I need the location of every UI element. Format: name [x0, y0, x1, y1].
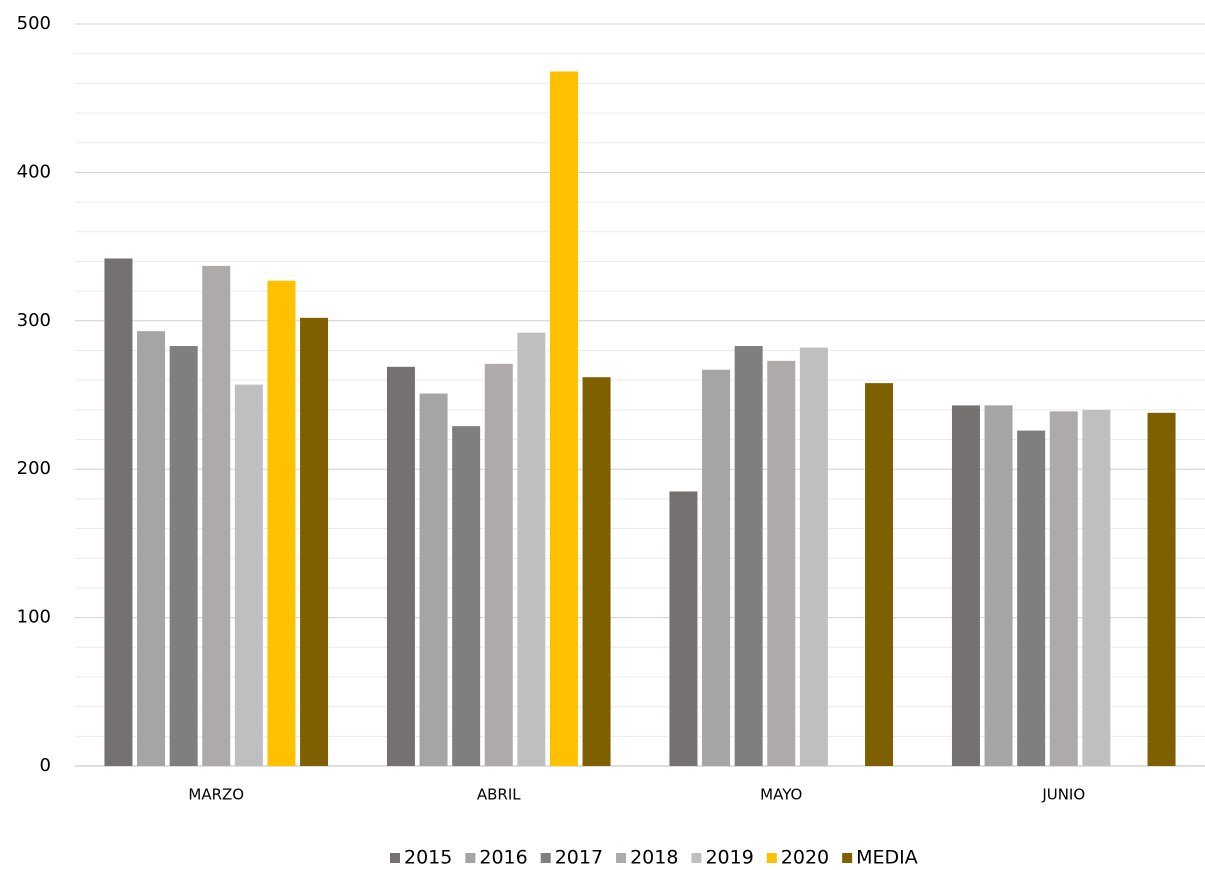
legend-swatch	[842, 853, 853, 863]
bar	[234, 384, 263, 766]
legend-label: 2019	[705, 847, 753, 869]
bar	[202, 265, 231, 766]
bar	[1147, 412, 1176, 766]
bar	[137, 331, 166, 766]
y-tick-label: 0	[40, 755, 51, 776]
legend-label: 2017	[555, 847, 603, 869]
legend-label: 2020	[781, 847, 829, 869]
y-tick-label: 300	[17, 310, 51, 331]
bar	[484, 363, 513, 766]
bar	[419, 393, 448, 766]
legend-label: 2015	[404, 847, 452, 869]
bar	[984, 405, 1013, 766]
y-tick-label: 100	[17, 607, 51, 628]
bar	[865, 383, 894, 766]
bar	[452, 426, 481, 766]
legend-swatch	[766, 853, 777, 863]
legend-label: 2016	[479, 847, 527, 869]
bar	[104, 258, 133, 766]
bar	[734, 346, 763, 766]
legend-swatch	[465, 853, 476, 863]
y-tick-label: 400	[17, 161, 51, 182]
bar	[517, 332, 546, 766]
y-tick-label: 200	[17, 458, 51, 479]
y-tick-label: 500	[17, 13, 51, 34]
bar	[1017, 430, 1046, 766]
legend-swatch	[540, 853, 551, 863]
bar	[1082, 409, 1111, 766]
legend-swatch	[616, 853, 627, 863]
x-tick-label: JUNIO	[1041, 786, 1085, 804]
x-tick-label: MARZO	[188, 786, 244, 804]
bar	[1049, 411, 1078, 766]
x-tick-label: ABRIL	[477, 786, 521, 804]
legend-swatch	[691, 853, 702, 863]
bar	[951, 405, 980, 766]
bar	[386, 366, 415, 766]
bar	[300, 317, 329, 766]
bar	[702, 369, 731, 766]
bar	[267, 280, 296, 766]
bar	[799, 347, 828, 766]
bar	[549, 71, 578, 767]
legend-label: 2018	[630, 847, 678, 869]
x-tick-label: MAYO	[760, 786, 802, 804]
bar	[582, 377, 611, 766]
legend-label: MEDIA	[856, 847, 918, 869]
bar	[767, 360, 796, 766]
legend-swatch	[390, 853, 400, 863]
bar	[669, 491, 698, 766]
bar	[169, 346, 198, 766]
